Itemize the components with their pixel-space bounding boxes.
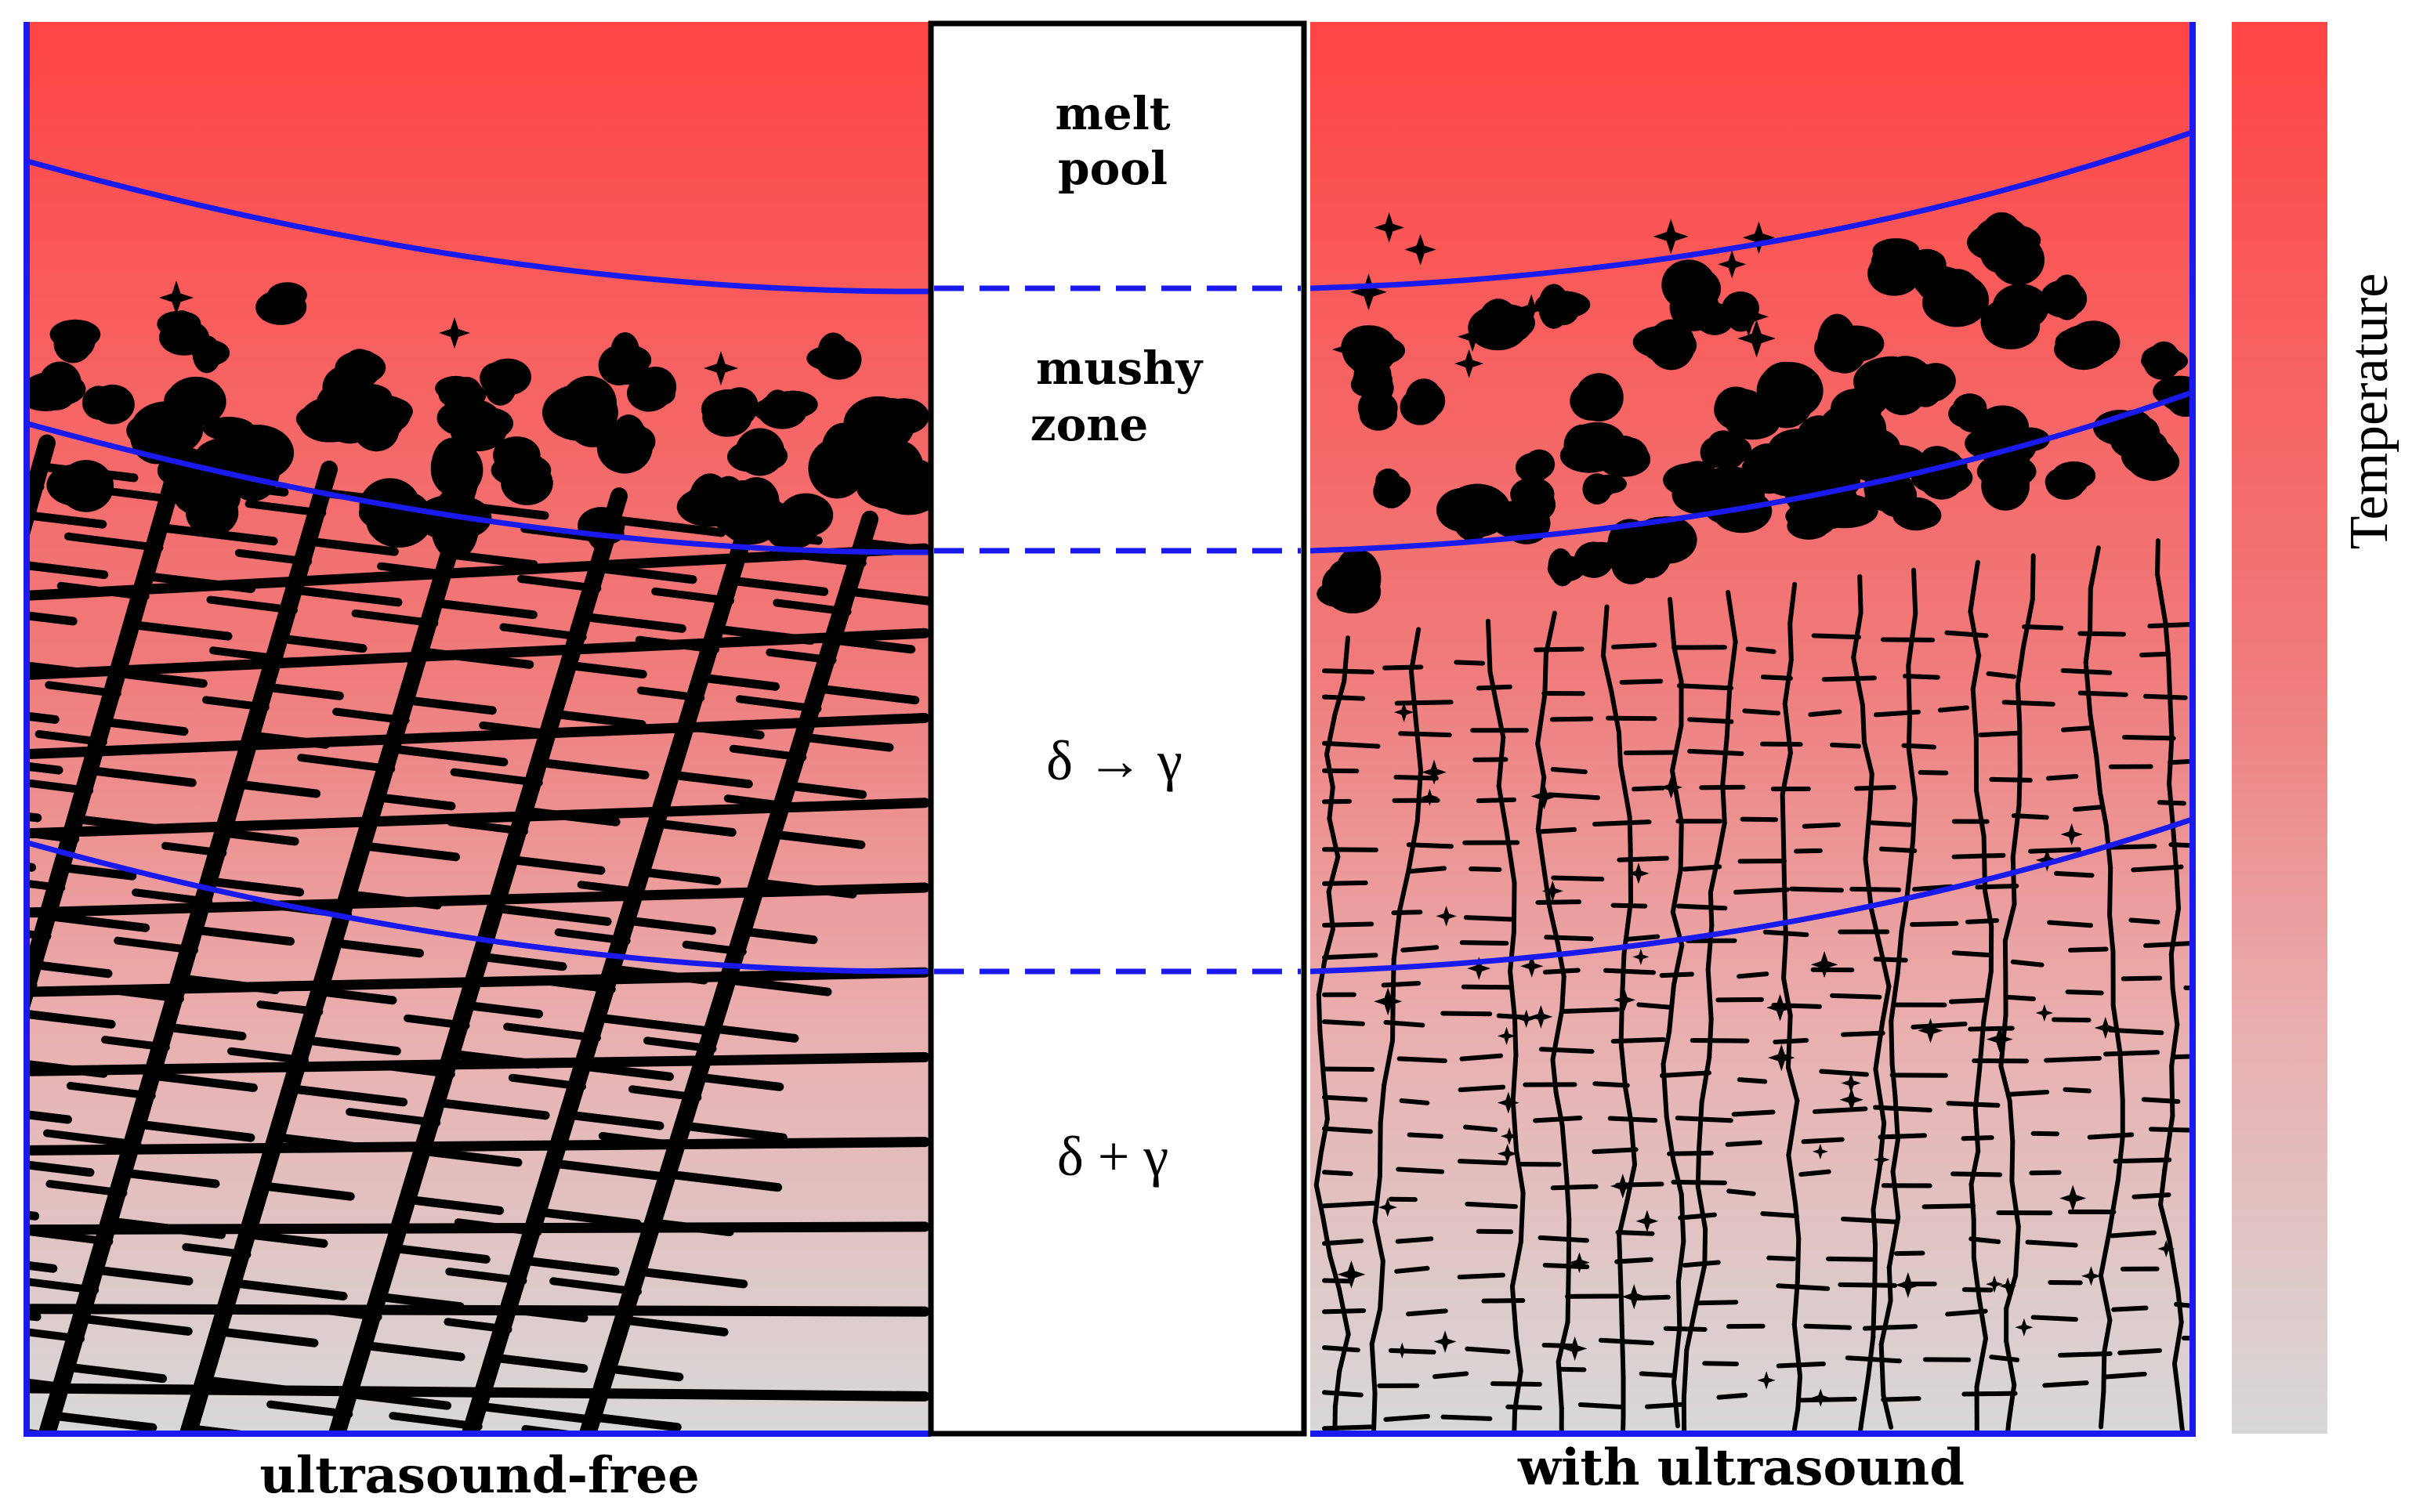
zone-delta-to-gamma: δ → γ <box>1046 729 1183 792</box>
center-column <box>928 20 1307 1437</box>
right-boundary-transform <box>1309 816 2196 975</box>
right-zone-boundaries <box>1309 128 2196 975</box>
left-boundary-mushy <box>24 420 932 555</box>
center-dashed-lines <box>934 285 1301 975</box>
right-panel-background <box>1310 22 2194 1434</box>
zone-melt-pool-line1: melt <box>1055 87 1170 140</box>
right-dendrite-structure <box>1313 212 2194 1434</box>
zone-melt-pool-line2: pool <box>1058 142 1168 195</box>
right-boundary-mushy <box>1309 389 2196 554</box>
caption-with-ultrasound: with ultrasound <box>1517 1438 1965 1497</box>
panel-frames <box>24 22 2196 1437</box>
left-boundary-melt <box>24 157 932 295</box>
temperature-colorbar <box>2232 22 2327 1434</box>
left-zone-boundaries <box>24 157 932 975</box>
temperature-label: Temperature <box>2339 273 2399 550</box>
left-dendrite-structure <box>25 280 931 1434</box>
zone-delta-plus-gamma: δ + γ <box>1057 1125 1168 1188</box>
left-boundary-transform <box>24 839 932 975</box>
caption-ultrasound-free: ultrasound-free <box>259 1446 699 1505</box>
right-boundary-melt <box>1309 128 2196 291</box>
zone-mushy-line1: mushy <box>1036 342 1204 395</box>
zone-mushy-line2: zone <box>1030 398 1149 451</box>
